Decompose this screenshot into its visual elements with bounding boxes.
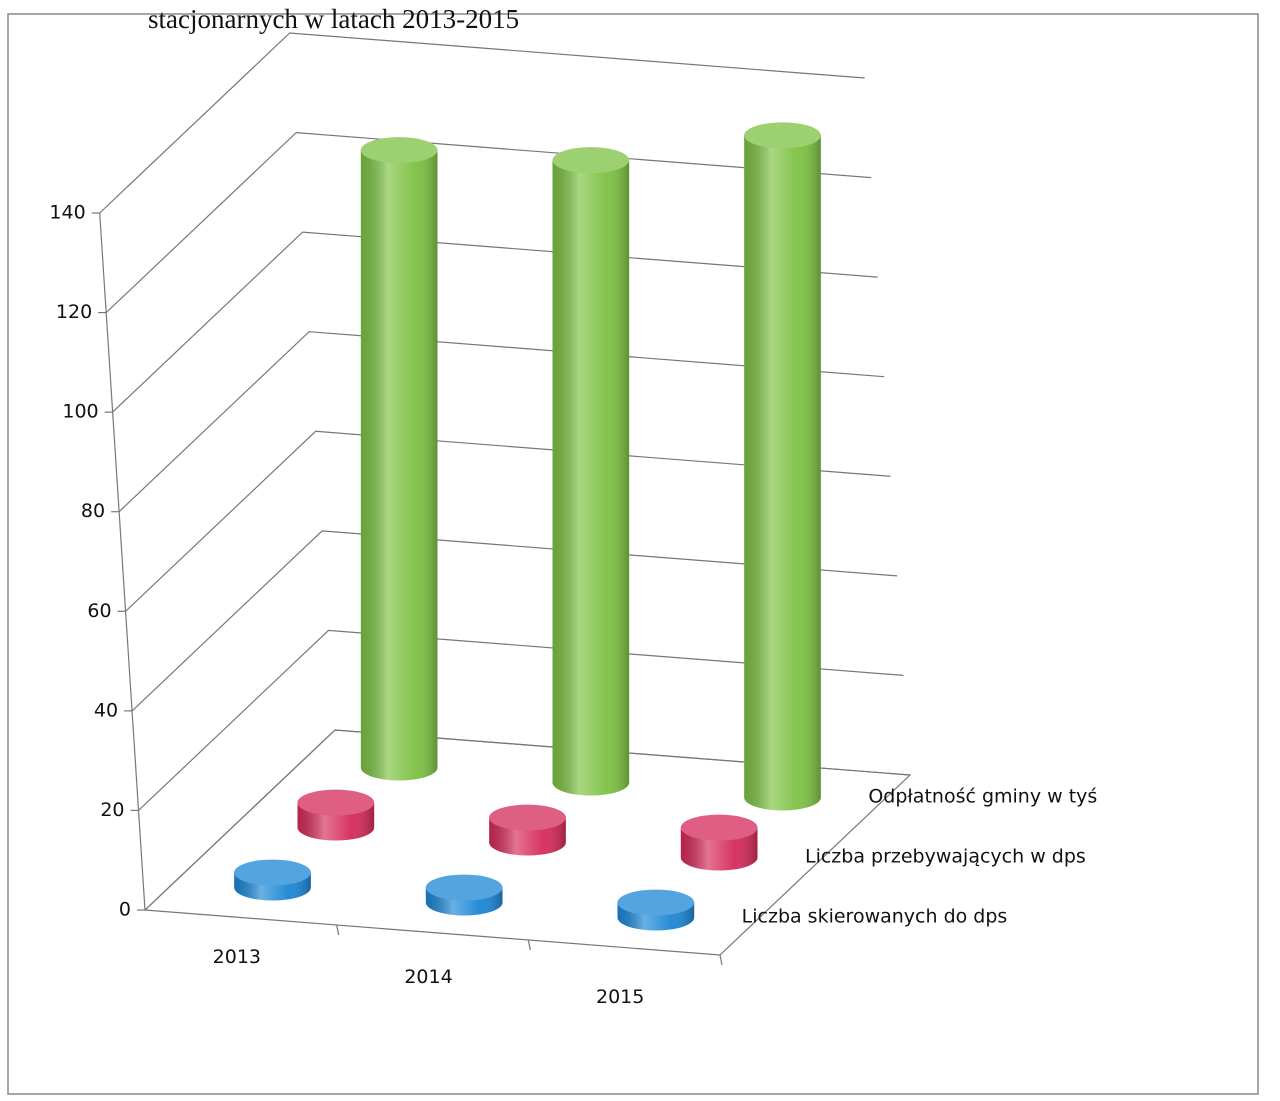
cylinder-top — [425, 874, 503, 901]
chart-frame — [7, 13, 1259, 1095]
grid-line — [99, 32, 865, 214]
y-tick-label: 60 — [87, 600, 111, 622]
cylinder-top — [489, 804, 566, 831]
legend-label: Liczba skierowanych do dps — [742, 906, 1008, 928]
cylinder-top — [360, 137, 438, 164]
legend-label: Odpłatność gminy w tyś — [868, 786, 1097, 808]
cylinder — [234, 859, 311, 901]
chart-title: stacjonarnych w latach 2013-2015 — [148, 4, 519, 34]
cylinder-top-light — [552, 147, 630, 174]
cylinder-top — [552, 147, 630, 174]
x-tick-label: 2013 — [213, 946, 261, 968]
cylinder-top-light — [744, 122, 821, 149]
cylinder-top-light — [680, 814, 758, 841]
grid-line — [105, 131, 872, 314]
cylinder-shine — [744, 135, 821, 811]
cylinder — [680, 814, 758, 871]
cylinder — [425, 874, 503, 916]
y-tick-label: 140 — [49, 202, 85, 224]
cylinder-shine — [360, 150, 438, 781]
cylinder-top-light — [360, 137, 438, 164]
cylinder — [552, 147, 630, 796]
cylinder-shine — [552, 160, 630, 796]
cylinder-top — [234, 859, 311, 886]
y-tick-label: 40 — [94, 699, 118, 721]
grid-line — [144, 729, 911, 911]
x-tick — [527, 939, 531, 951]
x-tick-label: 2014 — [404, 966, 452, 988]
cylinder — [297, 789, 375, 841]
cylinder — [360, 137, 438, 781]
grid-line — [138, 629, 904, 811]
cylinder-top — [744, 122, 821, 149]
x-tick-label: 2015 — [596, 986, 644, 1008]
cylinder-top-light — [425, 874, 503, 901]
x-tick — [719, 954, 723, 966]
y-tick-label: 80 — [81, 500, 105, 522]
legend-label: Liczba przebywających w dps — [805, 846, 1086, 868]
y-tick-label: 20 — [100, 799, 124, 821]
y-tick-label: 100 — [62, 401, 98, 423]
cylinder — [744, 122, 821, 811]
grid-line — [125, 430, 891, 612]
cylinder-top-light — [617, 889, 695, 916]
cylinder-top — [297, 789, 375, 816]
cylinder-top-light — [489, 804, 566, 831]
y-axis — [99, 212, 146, 911]
grid-line — [112, 231, 878, 413]
cylinder-top — [617, 889, 695, 916]
cylinder-top — [680, 814, 758, 841]
y-tick-label: 0 — [119, 899, 131, 921]
cylinder-top-light — [234, 859, 311, 886]
grid-line — [131, 530, 898, 712]
cylinder-top-light — [297, 789, 375, 816]
cylinder — [489, 804, 566, 856]
cylinder — [617, 889, 695, 931]
grid-line — [118, 331, 885, 513]
y-tick-label: 120 — [56, 301, 92, 323]
x-tick — [336, 924, 340, 936]
